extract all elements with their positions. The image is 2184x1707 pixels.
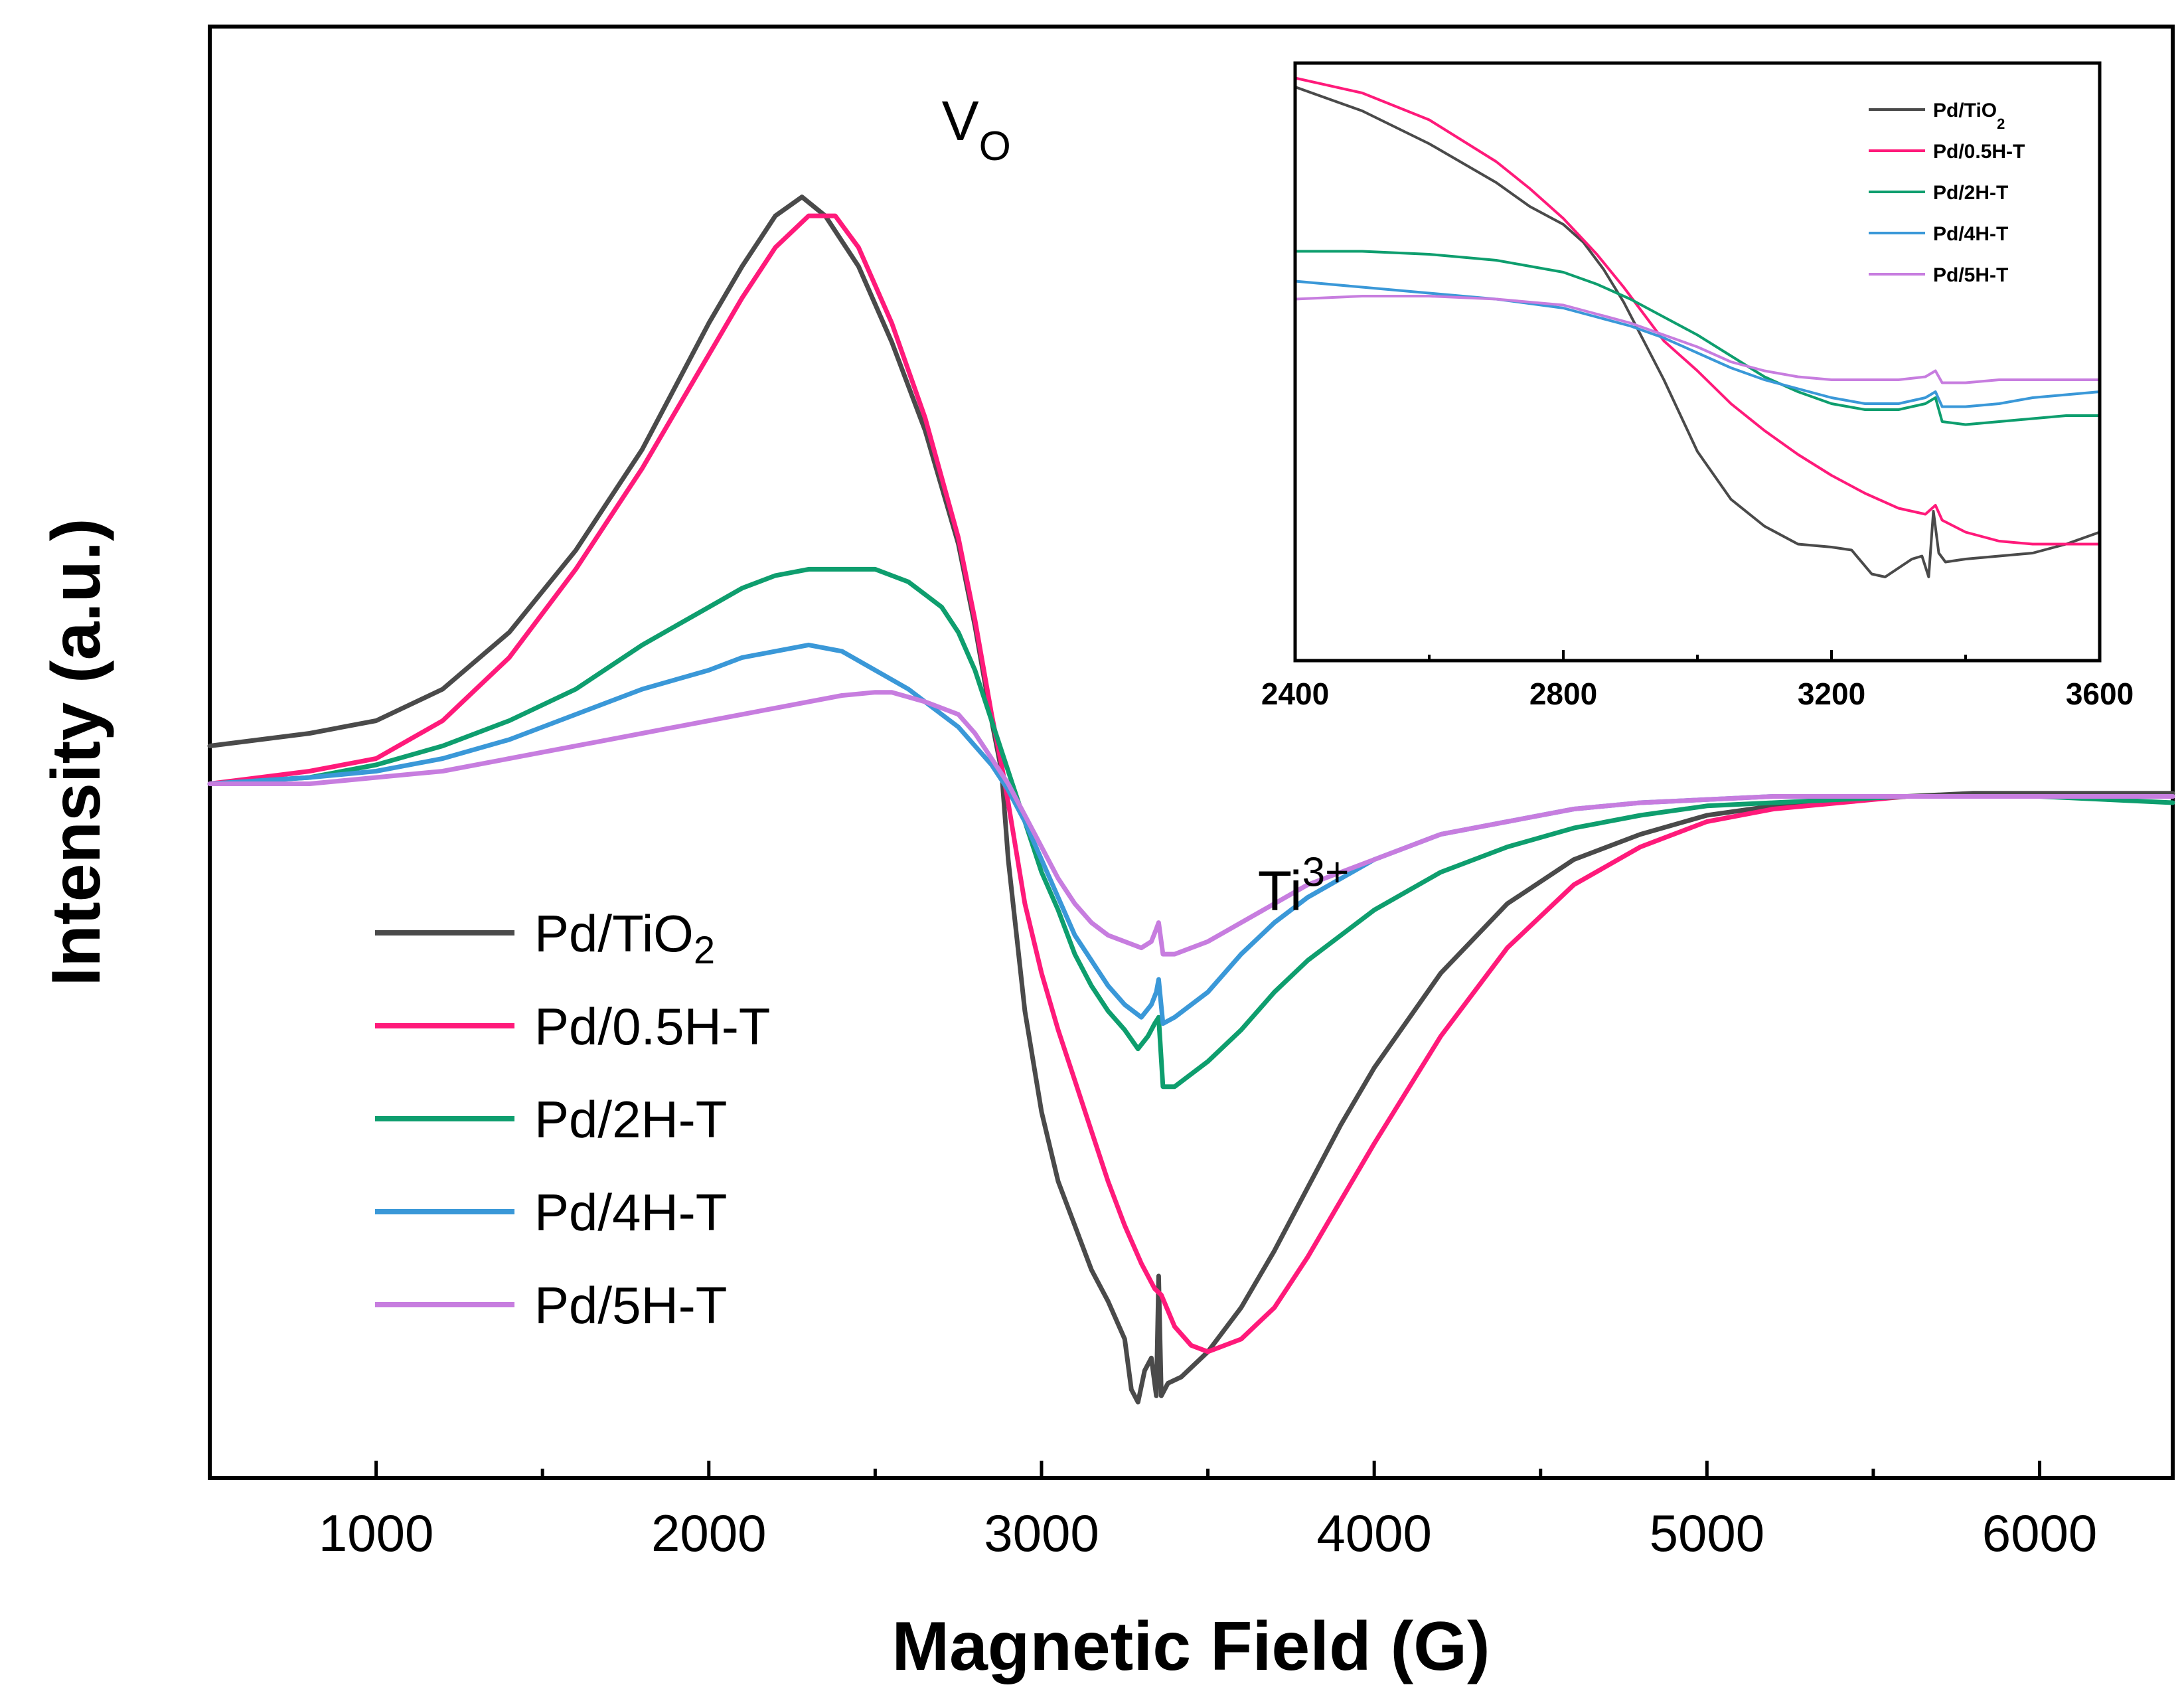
inset-legend-label: Pd/4H-T <box>1933 223 2008 245</box>
inset-legend: Pd/TiO2 Pd/0.5H-T Pd/2H-T Pd/4H-T Pd/5H-T <box>1869 100 2025 286</box>
inset-legend-label: Pd/TiO2 <box>1933 100 2005 132</box>
annotations-group: VO Ti3+ <box>942 90 1350 922</box>
main-plot-frame <box>208 25 2175 1480</box>
inset-legend-label: Pd/0.5H-T <box>1933 141 2025 163</box>
inset-series-line <box>1294 76 2101 546</box>
inset-x-tick-label: 2400 <box>1261 677 1329 711</box>
legend-label: Pd/TiO2 <box>534 904 715 972</box>
main-series-line <box>207 566 2175 1090</box>
main-x-axis-ticks: 1000 2000 3000 4000 5000 6000 <box>319 1461 2097 1562</box>
y-axis-title: Intensity (a.u.) <box>38 519 115 987</box>
x-axis-title: Magnetic Field (G) <box>892 1608 1490 1685</box>
main-legend: Pd/TiO2 Pd/0.5H-T Pd/2H-T Pd/4H-T Pd/5H-T <box>375 904 770 1335</box>
inset-x-tick-label: 3600 <box>2066 677 2134 711</box>
legend-label-main: Pd/0.5H-T <box>534 997 770 1056</box>
annotation-label: VO <box>942 90 1011 169</box>
inset-series-line <box>1294 295 2101 384</box>
annotation-superscript: 3+ <box>1302 850 1350 896</box>
annotation-subscript: O <box>979 123 1011 169</box>
legend-label: Pd/4H-T <box>534 1183 727 1242</box>
legend-label-main: Pd/5H-T <box>534 1276 727 1335</box>
main-series-line <box>207 195 2175 1405</box>
inset-legend-label-main: Pd/5H-T <box>1933 264 2008 286</box>
main-series-line <box>207 213 2175 1354</box>
inset-legend-label-main: Pd/TiO <box>1933 100 1997 122</box>
legend-label-main: Pd/2H-T <box>534 1090 727 1149</box>
inset-legend-label-main: Pd/2H-T <box>1933 182 2008 204</box>
x-tick-label: 3000 <box>984 1504 1099 1562</box>
inset-legend-label: Pd/2H-T <box>1933 182 2008 204</box>
legend-label: Pd/0.5H-T <box>534 997 770 1056</box>
inset-series-line <box>1294 86 2101 578</box>
x-tick-label: 5000 <box>1650 1504 1765 1562</box>
legend-label-subscript: 2 <box>694 929 715 972</box>
legend-label: Pd/2H-T <box>534 1090 727 1149</box>
x-tick-label: 6000 <box>1982 1504 2098 1562</box>
inset-legend-label: Pd/5H-T <box>1933 264 2008 286</box>
inset-x-tick-label: 2800 <box>1529 677 1597 711</box>
main-series-line <box>207 690 2175 957</box>
inset-legend-label-main: Pd/0.5H-T <box>1933 141 2025 163</box>
inset-x-axis-ticks: 2400 2800 3200 3600 <box>1261 650 2134 711</box>
inset-legend-label-main: Pd/4H-T <box>1933 223 2008 245</box>
legend-label-main: Pd/TiO <box>534 904 694 963</box>
annotation-main: V <box>942 90 979 152</box>
inset-series-line <box>1294 280 2101 408</box>
inset-legend-label-subscript: 2 <box>1997 116 2005 132</box>
main-series-line <box>207 642 2175 1026</box>
inset-series-line <box>1294 250 2101 426</box>
x-tick-label: 1000 <box>319 1504 434 1562</box>
annotation-label: Ti3+ <box>1258 850 1350 922</box>
inset-series-group <box>1294 76 2101 578</box>
annotation-main: Ti <box>1258 860 1302 922</box>
inset-x-tick-label: 3200 <box>1798 677 1865 711</box>
legend-label-main: Pd/4H-T <box>534 1183 727 1242</box>
x-tick-label: 2000 <box>651 1504 767 1562</box>
inset-background <box>1295 63 2100 661</box>
legend-label: Pd/5H-T <box>534 1276 727 1335</box>
x-tick-label: 4000 <box>1316 1504 1432 1562</box>
main-series-group <box>207 195 2175 1405</box>
